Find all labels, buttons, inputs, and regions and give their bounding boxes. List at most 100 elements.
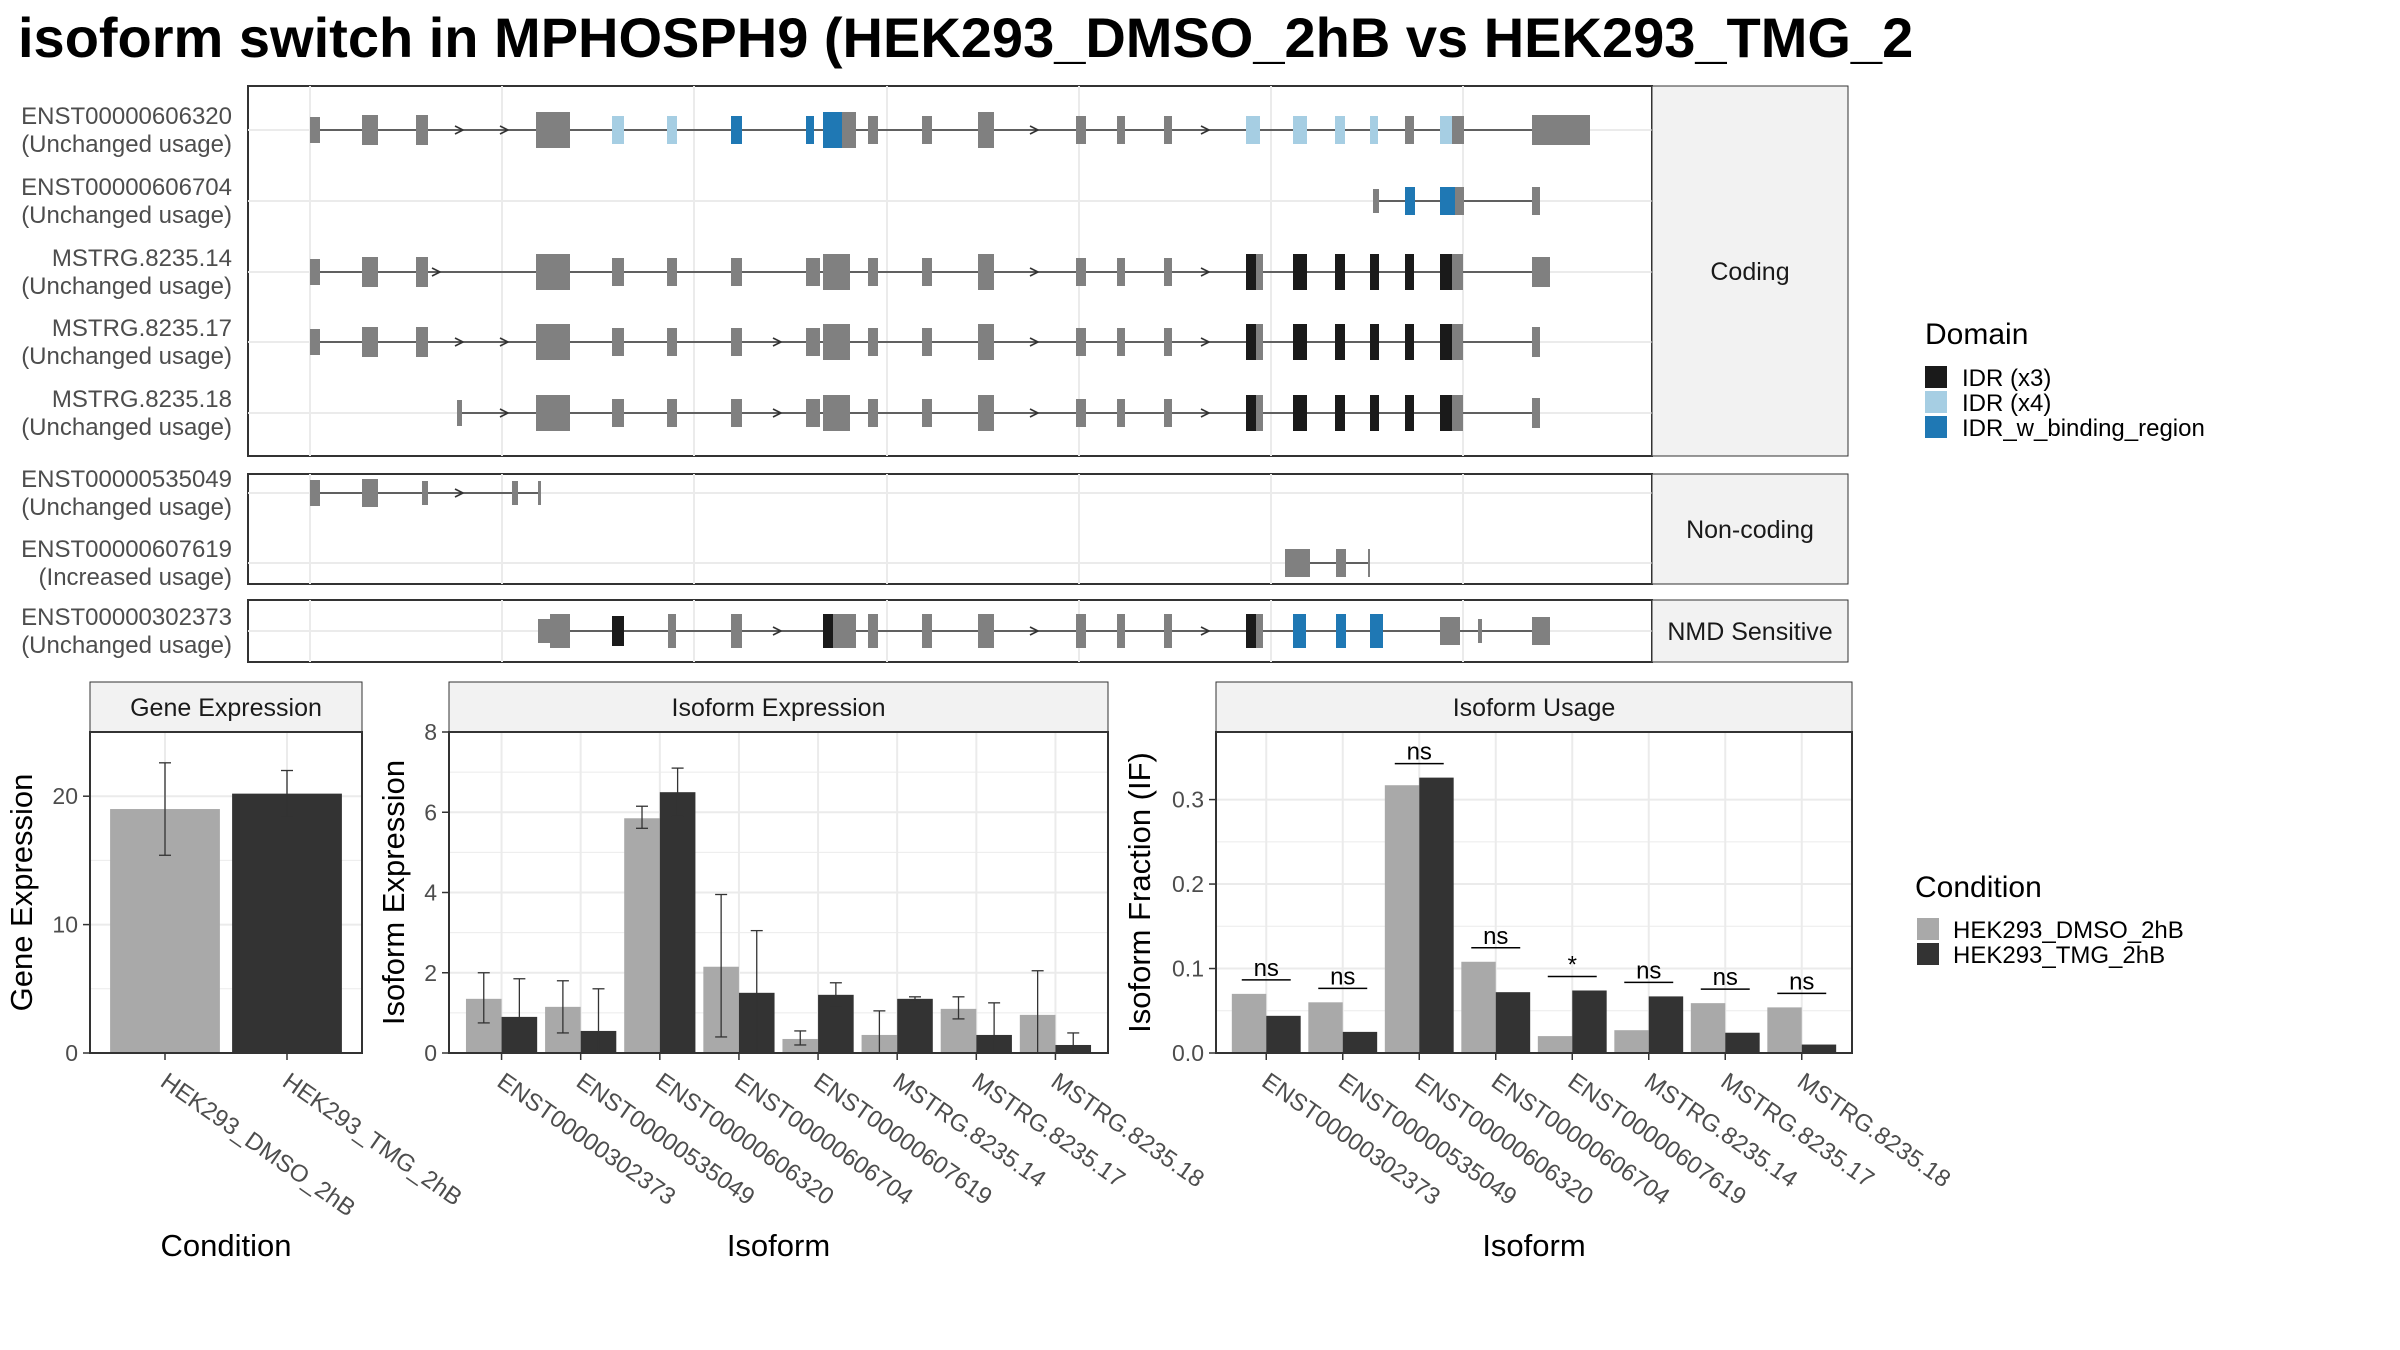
strand-arrow xyxy=(1200,125,1211,135)
exon xyxy=(416,327,428,357)
strand-arrow xyxy=(454,488,465,498)
transcript-usage: (Unchanged usage) xyxy=(21,273,232,300)
panel-strip xyxy=(448,681,1109,733)
exon xyxy=(1293,116,1307,144)
exon xyxy=(823,324,850,360)
exon xyxy=(1405,395,1414,431)
x-tick-label: HEK293_DMSO_2hB xyxy=(156,1068,361,1222)
exon xyxy=(922,116,932,144)
exon xyxy=(1076,328,1086,356)
exon xyxy=(310,117,320,143)
exon xyxy=(1256,254,1263,290)
significance-label: ns xyxy=(1483,923,1508,950)
domain-legend-key xyxy=(1925,391,1947,413)
transcript-row: ENST00000606704(Unchanged usage) xyxy=(21,174,1540,229)
panel-title: Isoform Expression xyxy=(672,694,886,722)
strand-arrow xyxy=(1200,337,1211,347)
exon xyxy=(362,479,378,507)
strand-arrow xyxy=(1200,267,1211,277)
strand-arrow xyxy=(454,125,465,135)
exon xyxy=(1405,116,1414,144)
section-label: NMD Sensitive xyxy=(1667,618,1832,646)
exon xyxy=(1373,189,1379,213)
condition-legend-key xyxy=(1917,943,1939,965)
y-tick-label: 20 xyxy=(52,783,78,809)
section-strip xyxy=(1651,473,1849,585)
exon xyxy=(1285,549,1310,577)
bar xyxy=(1266,1015,1301,1053)
bar xyxy=(659,792,696,1053)
exon xyxy=(1246,116,1260,144)
exon xyxy=(1335,324,1345,360)
condition-legend-title: Condition xyxy=(1915,871,2042,904)
exon xyxy=(868,258,878,286)
isoform-expression-chart: Isoform Expression02468ENST00000302373EN… xyxy=(376,681,1209,1263)
exon xyxy=(833,614,856,648)
exon xyxy=(1164,614,1172,648)
exon xyxy=(842,112,856,148)
x-axis-title: Isoform xyxy=(1482,1228,1585,1263)
plot-background xyxy=(1216,732,1852,1053)
exon xyxy=(310,329,320,355)
exon xyxy=(362,115,378,145)
transcript-id: ENST00000302373 xyxy=(21,604,232,631)
structure-section: Non-coding ENST00000535049(Unchanged usag… xyxy=(21,466,1849,591)
transcript-row: ENST00000607619(Increased usage) xyxy=(21,536,1370,591)
y-axis-title: Isoform Expression xyxy=(376,760,411,1025)
y-tick-label: 10 xyxy=(52,912,78,938)
strand-arrow xyxy=(499,125,510,135)
exon xyxy=(1370,614,1383,648)
exon xyxy=(536,395,570,431)
exon xyxy=(422,481,428,505)
transcript-id: ENST00000535049 xyxy=(21,466,232,493)
y-axis-title: Isoform Fraction (IF) xyxy=(1122,752,1157,1033)
transcript-id: MSTRG.8235.14 xyxy=(52,245,232,272)
section-strip xyxy=(1651,85,1849,457)
exon xyxy=(1532,115,1590,145)
bar xyxy=(1231,993,1267,1053)
exon xyxy=(1336,614,1346,648)
exon xyxy=(978,395,994,431)
significance-label: ns xyxy=(1407,739,1432,766)
bar xyxy=(1461,961,1496,1053)
exon xyxy=(1452,395,1463,431)
bar xyxy=(897,998,933,1053)
condition-legend-label: HEK293_DMSO_2hB xyxy=(1953,917,2184,944)
domain-legend-title: Domain xyxy=(1925,318,2028,351)
x-axis-title: Isoform xyxy=(727,1228,830,1263)
exon xyxy=(1532,398,1540,428)
panel-title: Isoform Usage xyxy=(1453,694,1616,722)
strand-arrow xyxy=(1029,408,1040,418)
exon xyxy=(1335,254,1345,290)
exon xyxy=(1478,619,1482,643)
exon xyxy=(806,116,814,144)
exon xyxy=(1370,395,1379,431)
exon xyxy=(1440,617,1460,645)
transcript-row: MSTRG.8235.17(Unchanged usage) xyxy=(21,315,1540,370)
exon xyxy=(823,614,833,648)
strand-arrow xyxy=(772,337,783,347)
condition-legend-key xyxy=(1917,918,1939,940)
exon xyxy=(667,116,677,144)
exon xyxy=(731,614,742,648)
exon xyxy=(1246,324,1256,360)
exon xyxy=(1117,614,1125,648)
exon xyxy=(731,116,742,144)
domain-legend-key xyxy=(1925,366,1947,388)
strand-arrow xyxy=(772,626,783,636)
strand-arrow xyxy=(499,337,510,347)
exon xyxy=(1335,116,1345,144)
domain-legend-label: IDR_w_binding_region xyxy=(1962,415,2205,442)
exon xyxy=(550,614,570,648)
exon xyxy=(1246,254,1256,290)
exon xyxy=(1117,116,1125,144)
exon xyxy=(1256,395,1263,431)
bar xyxy=(1419,777,1454,1053)
panel-title: Gene Expression xyxy=(130,694,322,722)
transcript-id: ENST00000606704 xyxy=(21,174,232,201)
y-tick-label: 0.0 xyxy=(1172,1040,1204,1066)
exon xyxy=(1368,549,1370,577)
exon xyxy=(922,258,932,286)
bar xyxy=(1537,1036,1573,1053)
